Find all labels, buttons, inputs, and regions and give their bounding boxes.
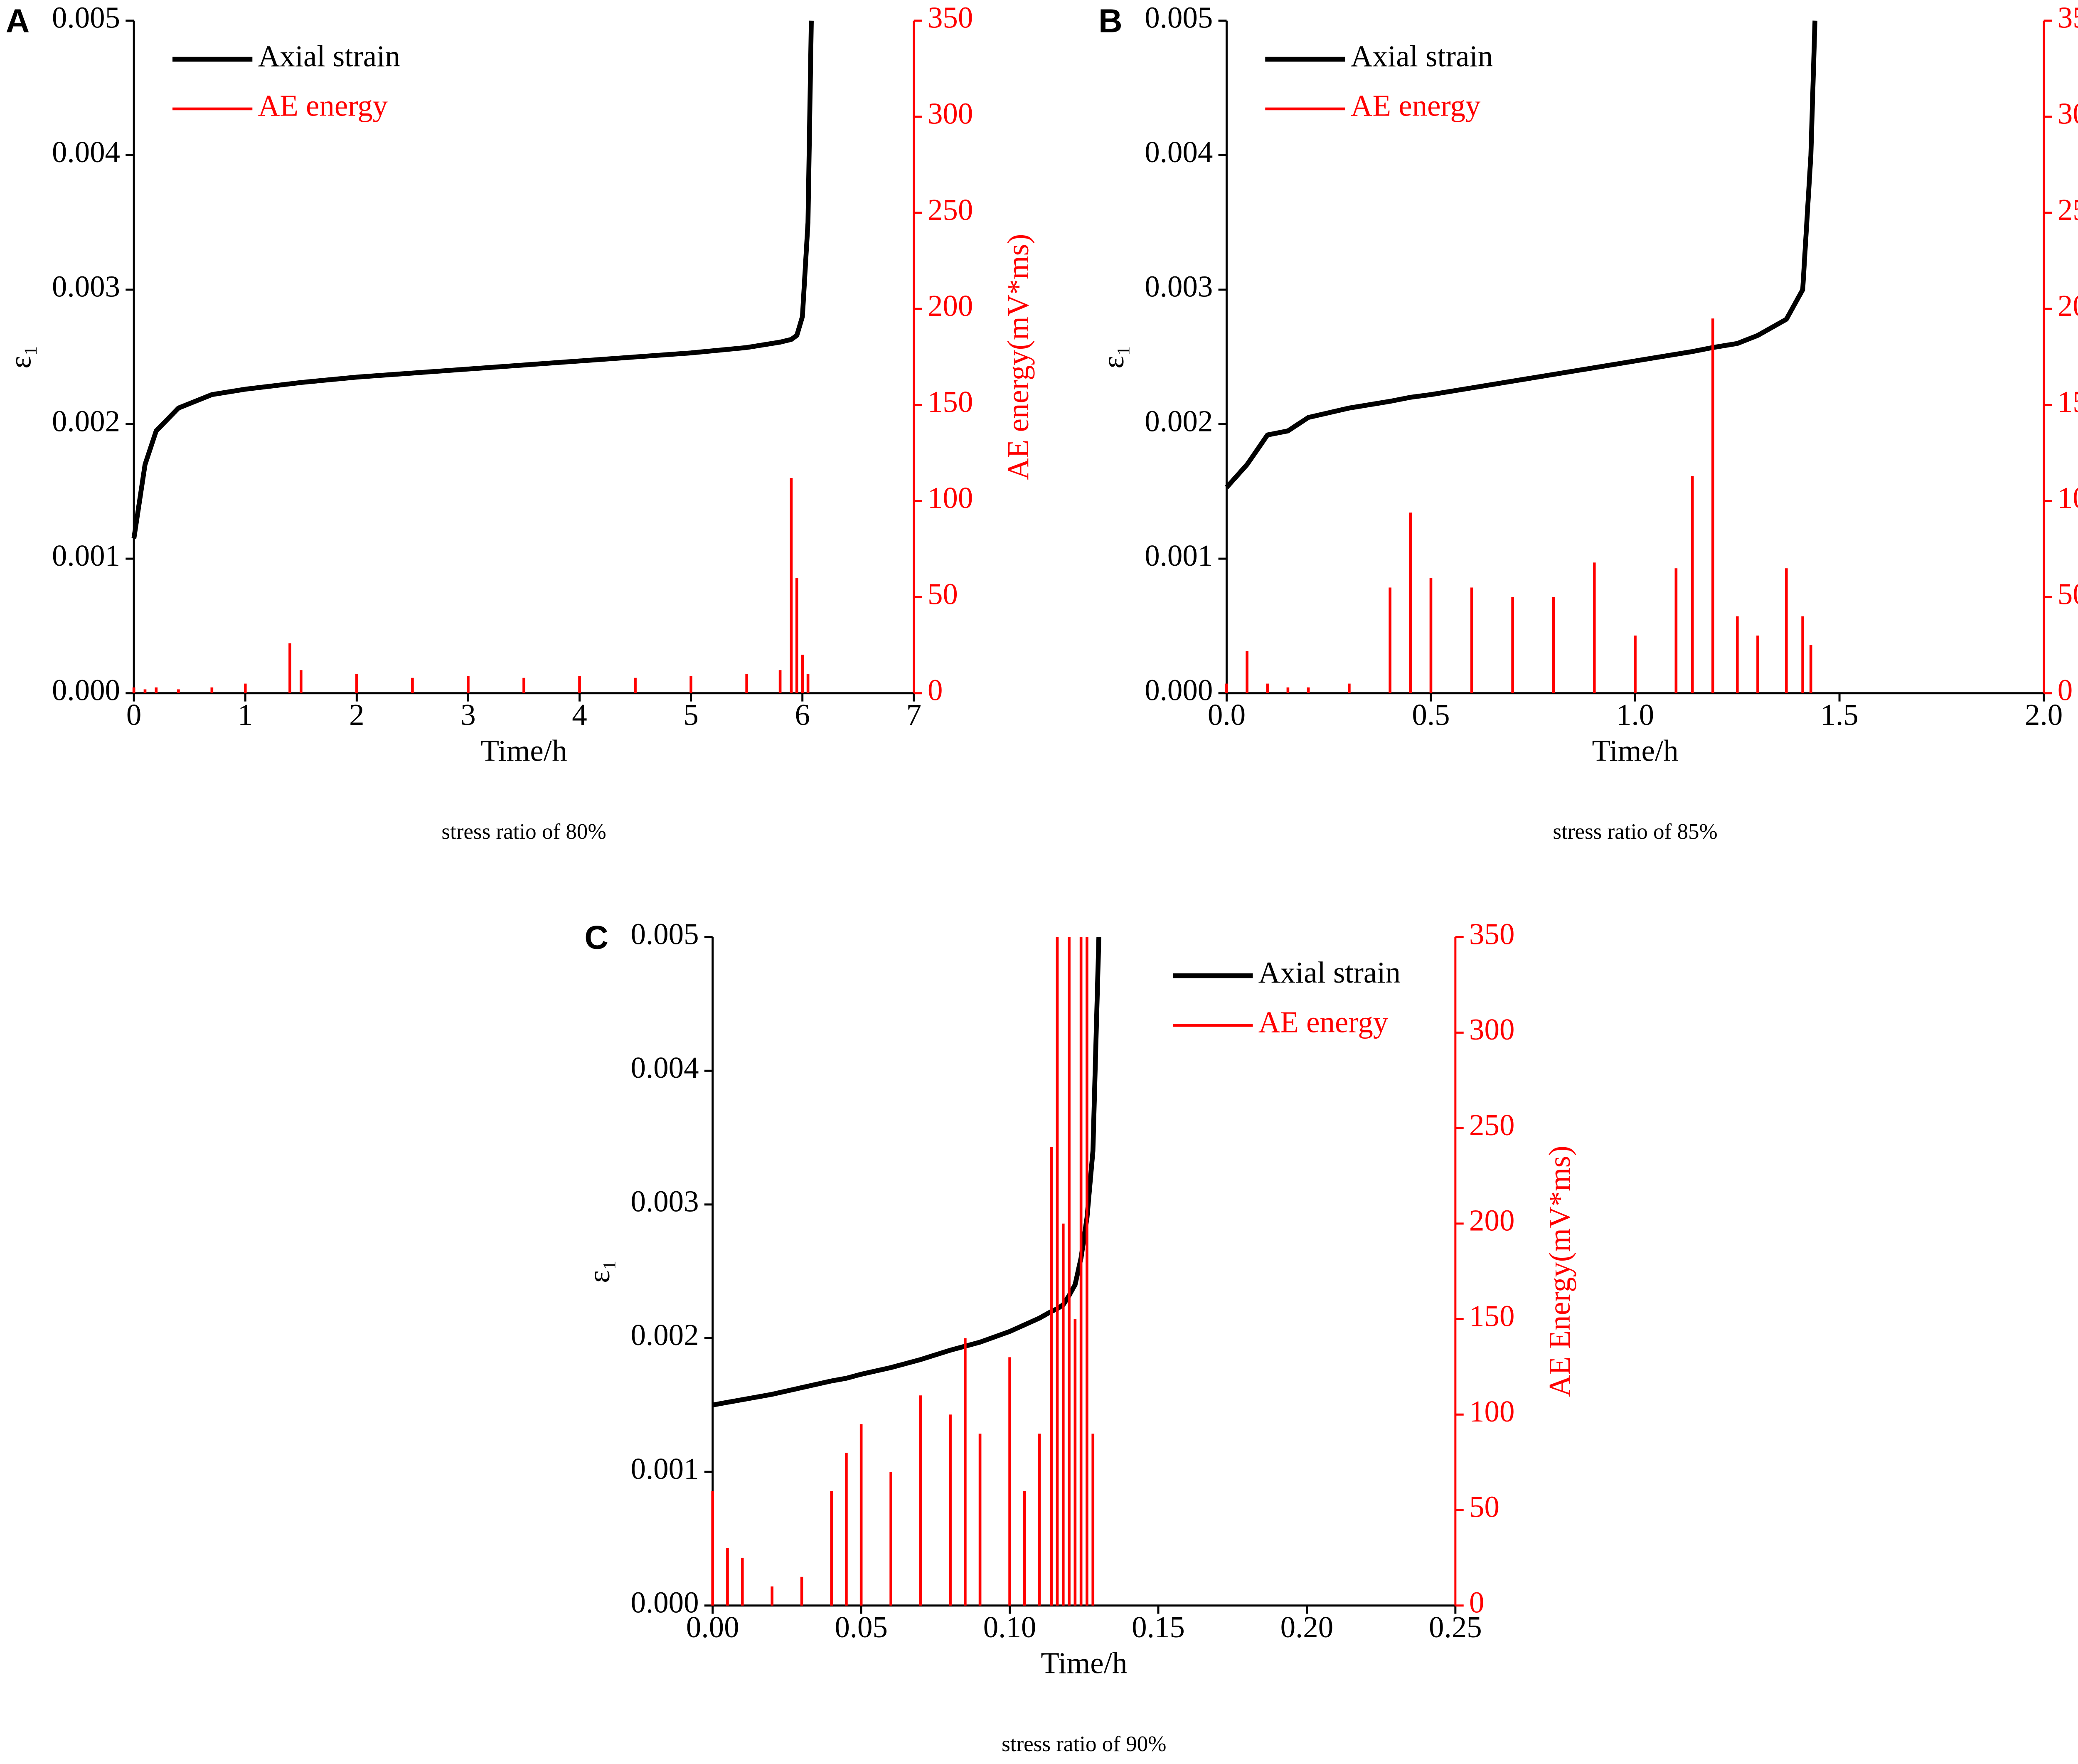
y-tick-label: 0.001 — [1145, 539, 1213, 572]
y2-tick-label: 200 — [928, 289, 973, 323]
x-tick-label: 2 — [349, 698, 364, 732]
y-axis-label: ε₁ — [582, 1260, 616, 1283]
strain-line — [712, 937, 1101, 1407]
y2-tick-label: 0 — [1469, 1585, 1484, 1619]
y-tick-label: 0.000 — [630, 1585, 699, 1619]
x-tick-label: 6 — [795, 698, 810, 732]
x-axis-label: Time/h — [480, 734, 567, 767]
x-tick-label: 1 — [238, 698, 253, 732]
x-tick-label: 0.15 — [1132, 1610, 1185, 1644]
y-tick-label: 0.001 — [52, 539, 120, 572]
legend-label: Axial strain — [1351, 39, 1493, 73]
y2-tick-label: 350 — [928, 0, 973, 34]
y2-tick-label: 300 — [928, 97, 973, 131]
strain-line — [131, 20, 814, 539]
y2-tick-label: 250 — [1469, 1108, 1514, 1142]
y2-tick-label: 350 — [1469, 917, 1514, 951]
y2-tick-label: 300 — [2058, 97, 2078, 131]
y-tick-label: 0.002 — [1145, 404, 1213, 438]
y-axis-label: ε₁ — [4, 345, 37, 369]
y-tick-label: 0.005 — [630, 917, 699, 951]
y2-tick-label: 150 — [2058, 385, 2078, 419]
x-axis-label: Time/h — [1592, 734, 1678, 767]
strain-line — [1225, 20, 1817, 489]
legend-label: AE energy — [1351, 89, 1481, 123]
x-tick-label: 4 — [572, 698, 587, 732]
y2-tick-label: 200 — [1469, 1204, 1514, 1237]
x-tick-label: 1.5 — [1820, 698, 1858, 732]
caption: stress ratio of 85% — [1553, 820, 1717, 844]
y-axis-label: ε₁ — [1096, 345, 1130, 369]
y-tick-label: 0.004 — [630, 1051, 699, 1084]
y2-tick-label: 150 — [1469, 1299, 1514, 1333]
y-tick-label: 0.000 — [1145, 673, 1213, 707]
panel-label: C — [584, 919, 608, 956]
panel-label: A — [6, 2, 30, 39]
x-axis-label: Time/h — [1041, 1646, 1127, 1680]
y2-tick-label: 50 — [2058, 577, 2078, 611]
caption: stress ratio of 80% — [441, 820, 606, 844]
x-tick-label: 0.0 — [1208, 698, 1246, 732]
y-tick-label: 0.002 — [52, 404, 120, 438]
y2-axis-label: AE Energy(mV*ms) — [1543, 1146, 1576, 1397]
legend-label: Axial strain — [1258, 956, 1401, 989]
y-tick-label: 0.003 — [1145, 270, 1213, 303]
y2-tick-label: 300 — [1469, 1013, 1514, 1046]
caption: stress ratio of 90% — [1002, 1732, 1166, 1756]
x-tick-label: 1.0 — [1616, 698, 1654, 732]
x-tick-label: 7 — [906, 698, 921, 732]
x-tick-label: 0.05 — [835, 1610, 888, 1644]
y-tick-label: 0.003 — [52, 270, 120, 303]
y2-tick-label: 100 — [2058, 481, 2078, 515]
y2-tick-label: 250 — [928, 193, 973, 227]
y2-tick-label: 100 — [928, 481, 973, 515]
x-tick-label: 0.20 — [1280, 1610, 1334, 1644]
y-tick-label: 0.002 — [630, 1318, 699, 1352]
legend-label: AE energy — [258, 89, 388, 123]
y-tick-label: 0.004 — [1145, 135, 1213, 169]
y-tick-label: 0.004 — [52, 135, 120, 169]
panel-label: B — [1098, 2, 1122, 39]
y-tick-label: 0.001 — [630, 1452, 699, 1486]
y2-tick-label: 250 — [2058, 193, 2078, 227]
y2-tick-label: 100 — [1469, 1394, 1514, 1428]
y2-axis-label: AE energy(mV*ms) — [1001, 234, 1035, 480]
y-tick-label: 0.005 — [52, 0, 120, 34]
x-tick-label: 0.5 — [1412, 698, 1450, 732]
x-tick-label: 3 — [460, 698, 475, 732]
y-tick-label: 0.005 — [1145, 0, 1213, 34]
x-tick-label: 5 — [683, 698, 698, 732]
y2-tick-label: 0 — [2058, 673, 2073, 707]
x-tick-label: 0.00 — [686, 1610, 739, 1644]
y2-tick-label: 350 — [2058, 0, 2078, 34]
x-tick-label: 2.0 — [2025, 698, 2063, 732]
y-tick-label: 0.000 — [52, 673, 120, 707]
y2-tick-label: 50 — [1469, 1490, 1499, 1524]
legend-label: Axial strain — [258, 39, 400, 73]
x-tick-label: 0.10 — [983, 1610, 1037, 1644]
y2-tick-label: 150 — [928, 385, 973, 419]
legend-label: AE energy — [1258, 1005, 1389, 1039]
y2-tick-label: 0 — [928, 673, 943, 707]
y2-tick-label: 50 — [928, 577, 958, 611]
y2-tick-label: 200 — [2058, 289, 2078, 323]
x-tick-label: 0 — [126, 698, 141, 732]
x-tick-label: 0.25 — [1429, 1610, 1482, 1644]
y-tick-label: 0.003 — [630, 1185, 699, 1218]
